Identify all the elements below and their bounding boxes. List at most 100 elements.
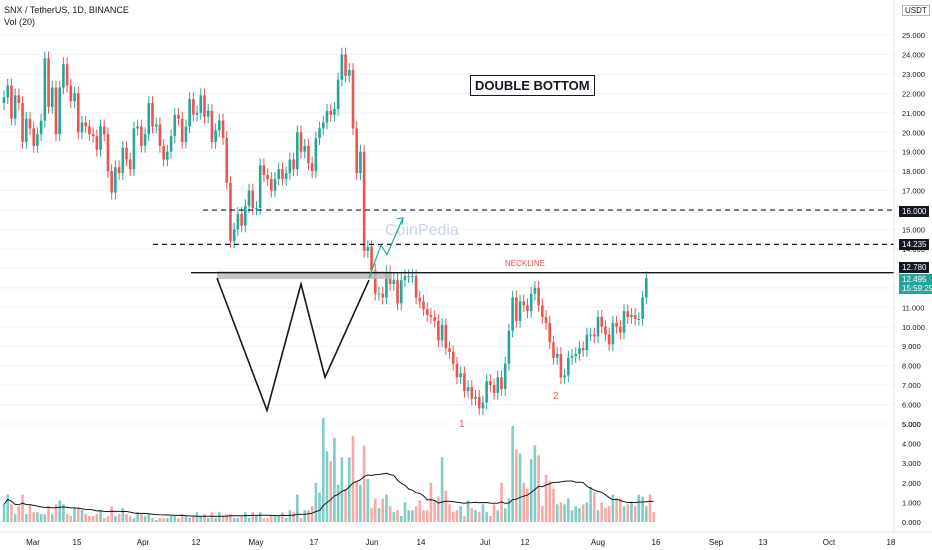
volume-bar [210, 512, 214, 522]
candle-body [277, 169, 281, 179]
volume-bar [277, 516, 281, 522]
candle-body [626, 311, 630, 318]
price-tick-label: 8.000 [902, 362, 921, 371]
candle-body [199, 95, 203, 113]
volume-bar [466, 500, 470, 522]
candle-body [184, 126, 188, 142]
volume-tick-label: 3.000 [902, 459, 921, 468]
candle-body [314, 138, 318, 172]
volume-indicator-label[interactable]: Vol (20) [4, 17, 36, 27]
candle-body [392, 280, 396, 284]
volume-bar [555, 504, 559, 522]
candle-body [240, 213, 243, 226]
candle-body [418, 297, 422, 302]
candle-body [552, 342, 555, 358]
volume-bar [648, 494, 652, 522]
candle-body [466, 387, 470, 391]
candle-body [177, 114, 180, 119]
time-tick-label: 12 [521, 538, 530, 547]
candle-body [459, 373, 462, 378]
candle-body [80, 122, 84, 133]
volume-bar [377, 508, 381, 522]
candle-body [347, 70, 351, 76]
candle-body [188, 99, 191, 127]
candle-body [555, 353, 559, 358]
candle-body [13, 95, 17, 119]
candle-body [54, 87, 58, 135]
candle-body [169, 136, 173, 152]
volume-bar [585, 502, 589, 522]
volume-bar [80, 510, 84, 522]
candle-body [28, 118, 32, 129]
volume-bar [236, 518, 240, 522]
volume-bar [206, 518, 210, 522]
candle-body [574, 353, 578, 356]
volume-bar [489, 516, 492, 522]
candle-body [36, 134, 39, 146]
candle-body [474, 396, 477, 399]
volume-bar [166, 518, 169, 522]
candle-body [39, 120, 43, 135]
candle-body [292, 159, 295, 170]
candle-body [214, 130, 217, 142]
volume-bar [630, 502, 633, 522]
volume-bar [169, 516, 173, 522]
volume-bar [288, 510, 292, 522]
currency-badge[interactable]: USDT [902, 5, 930, 16]
volume-bar [615, 498, 618, 522]
candle-body [229, 182, 232, 242]
volume-bar [544, 474, 548, 522]
candle-body [470, 387, 474, 399]
candle-body [515, 297, 518, 321]
time-tick-label: 14 [417, 538, 426, 547]
volume-bar [84, 514, 87, 522]
volume-bar [229, 514, 232, 522]
volume-bar [611, 494, 615, 522]
candle-body [95, 136, 99, 150]
last-price-tag: 12.495 15:59:29 [899, 274, 932, 294]
volume-bar [347, 457, 351, 522]
candle-body [84, 122, 87, 127]
volume-bar [425, 510, 429, 522]
candle-body [21, 103, 24, 142]
candle-body [125, 147, 128, 160]
candle-body [88, 126, 91, 135]
volume-bar [24, 514, 28, 522]
watermark: CoinPedia [385, 222, 459, 239]
candle-body [192, 99, 195, 115]
volume-bar [136, 512, 139, 522]
candle-body [2, 97, 6, 104]
volume-bar [255, 516, 258, 522]
symbol-title[interactable]: SNX / TetherUS, 1D, BINANCE [4, 5, 129, 15]
volume-bar [110, 506, 113, 522]
volume-bar [121, 508, 125, 522]
candle-body [266, 175, 269, 179]
candle-body [399, 280, 403, 304]
volume-bar [399, 516, 403, 522]
volume-bar [192, 516, 195, 522]
volume-bar [470, 508, 474, 522]
bar-countdown: 15:59:29 [902, 284, 932, 293]
volume-bar [6, 494, 10, 522]
volume-bar [262, 518, 266, 522]
candle-body [247, 190, 251, 207]
volume-bar [251, 512, 255, 522]
time-tick-label: May [248, 538, 263, 547]
candle-body [463, 373, 466, 391]
volume-bar [522, 482, 526, 522]
volume-bars [2, 418, 656, 522]
volume-bar [422, 510, 425, 522]
last-price: 12.495 [902, 275, 927, 284]
volume-bar [95, 514, 99, 522]
candle-body [321, 122, 325, 129]
volume-bar [314, 482, 318, 522]
volume-bar [444, 490, 448, 522]
candle-body [373, 270, 377, 294]
volume-bar [637, 494, 641, 522]
time-tick-label: Jul [480, 538, 490, 547]
price-tick-label: 17.000 [902, 187, 925, 196]
volume-bar [388, 506, 392, 522]
price-tick-label: 23.000 [902, 70, 925, 79]
price-tick-label: 10.000 [902, 323, 925, 332]
